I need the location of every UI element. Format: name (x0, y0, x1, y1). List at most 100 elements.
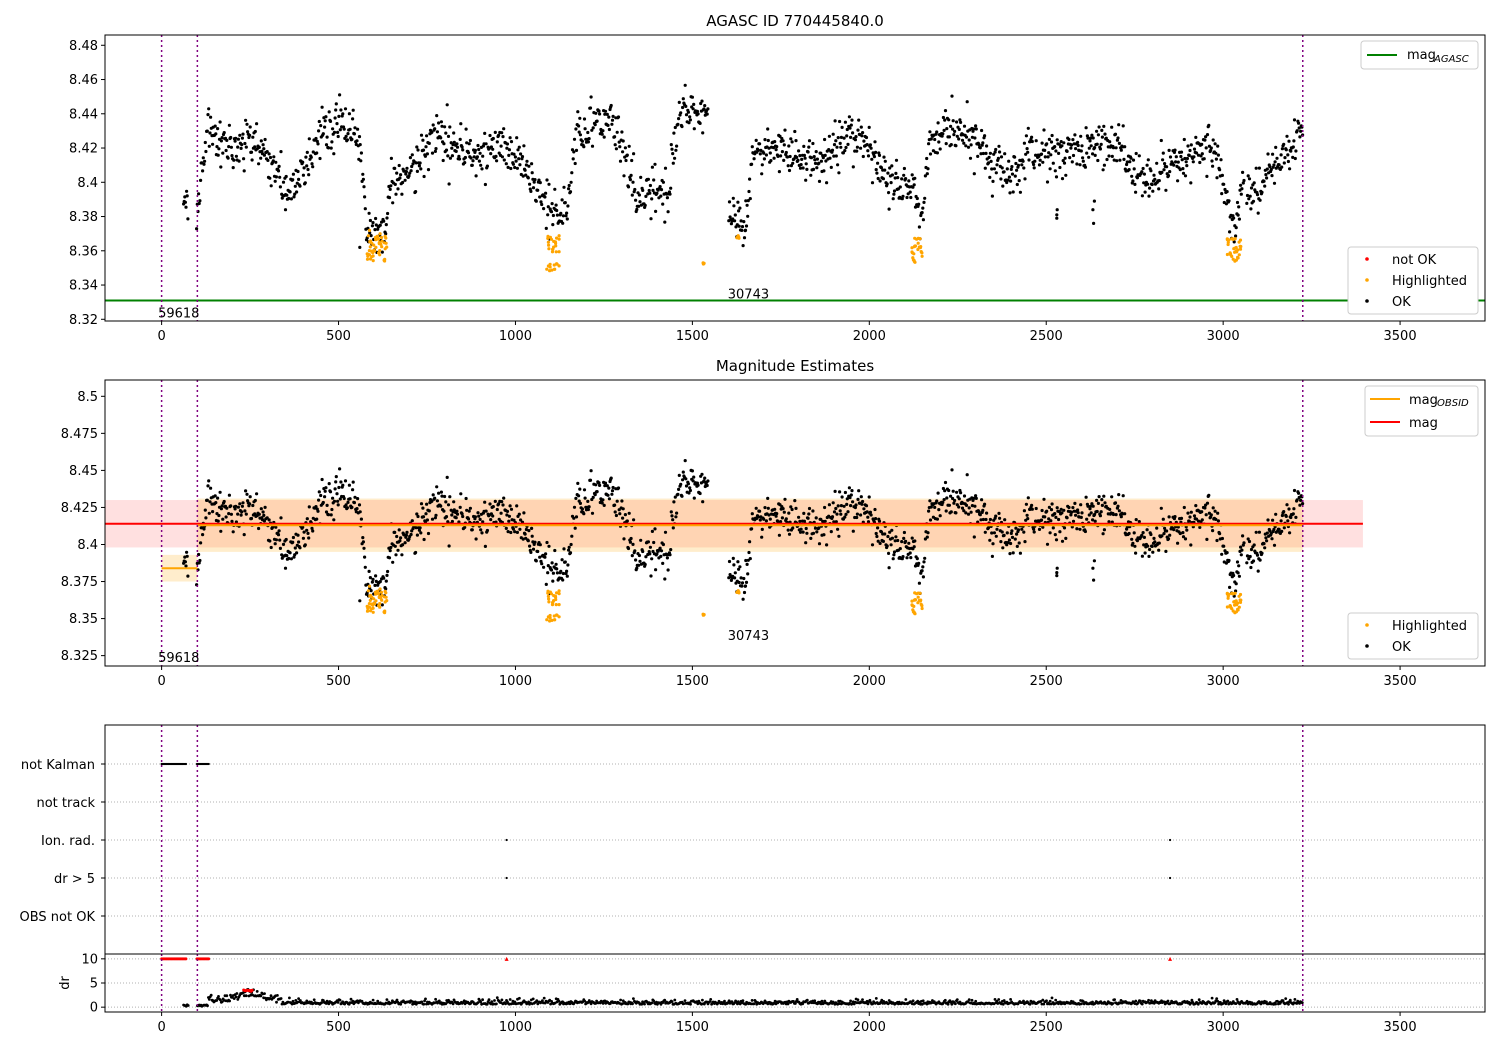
ok-point (345, 138, 349, 142)
ok-point (869, 146, 873, 150)
highlighted-point (557, 615, 561, 619)
dr-point (813, 999, 817, 1003)
legend-marker (1365, 278, 1369, 282)
dr-point (752, 1002, 756, 1006)
ok-point (1102, 494, 1106, 498)
ok-point (741, 244, 745, 248)
ok-point (893, 176, 897, 180)
ok-point (854, 135, 858, 139)
ok-point (539, 200, 543, 204)
ok-point (359, 151, 363, 155)
ok-point (984, 151, 988, 155)
ok-point (1254, 530, 1258, 534)
ok-point (204, 516, 208, 520)
ok-point (546, 213, 550, 217)
ok-point (669, 510, 673, 514)
ok-point (1194, 517, 1199, 521)
dr-point (228, 999, 232, 1003)
ok-point (1246, 537, 1250, 541)
ok-point (1084, 495, 1088, 499)
ok-point (1053, 145, 1057, 149)
ok-point (393, 182, 397, 186)
ok-point (536, 188, 540, 192)
highlighted-point (383, 589, 387, 593)
ok-point (251, 135, 255, 139)
ok-point (444, 500, 448, 504)
dr-point (225, 994, 229, 998)
ok-point (1164, 549, 1168, 554)
ok-point (787, 532, 792, 536)
ok-point (1096, 133, 1100, 137)
ok-point (998, 150, 1002, 154)
ok-point (811, 141, 815, 146)
ok-point (1220, 192, 1224, 196)
ok-point (1009, 531, 1013, 536)
ok-point (332, 130, 337, 134)
ok-point (530, 171, 534, 175)
ok-point (881, 539, 886, 544)
ok-point (867, 495, 871, 499)
ok-point (230, 154, 234, 158)
ok-point (964, 511, 968, 515)
ok-point (403, 541, 407, 545)
ok-point (675, 511, 679, 515)
ok-point (513, 155, 518, 159)
dr|3-xtick-label: 2500 (1030, 1020, 1063, 1035)
ok-point (901, 555, 905, 559)
ok-point (393, 544, 397, 548)
ok-point (849, 123, 853, 127)
agasc-ytick-label: 8.42 (69, 142, 98, 157)
ok-point (798, 530, 803, 534)
ok-point (803, 156, 807, 160)
ok-point (1127, 531, 1131, 536)
highlighted-point (374, 237, 378, 241)
ok-point (876, 526, 880, 530)
ok-point (384, 587, 388, 591)
ok-point (1001, 546, 1005, 550)
ok-point (943, 118, 947, 122)
ok-point (222, 499, 226, 504)
ok-point (732, 563, 736, 567)
ok-point (530, 534, 534, 538)
ok-point (1285, 503, 1289, 507)
ok-point (328, 119, 333, 123)
ok-point (1117, 141, 1121, 145)
ok-point (590, 128, 594, 132)
ok-point (1043, 148, 1047, 152)
agasc-ytick-label: 8.36 (69, 244, 98, 259)
ok-point (601, 129, 605, 133)
ok-point (970, 504, 975, 508)
dr-point (485, 1002, 489, 1006)
ok-point (1047, 137, 1051, 141)
ok-point (1282, 526, 1286, 530)
ok-point (251, 503, 255, 508)
ok-point (1207, 493, 1211, 497)
ok-point (508, 504, 512, 508)
ok-point (605, 484, 609, 488)
ok-point (471, 159, 475, 163)
ok-point (213, 494, 217, 498)
estimates|1-xtick-label: 500 (326, 674, 351, 689)
ok-point (1093, 519, 1097, 523)
ok-point (1279, 519, 1283, 523)
highlighted-point (551, 247, 555, 251)
ok-point (448, 125, 452, 129)
ok-point (271, 159, 275, 163)
ok-point (659, 549, 664, 553)
ok-point (892, 192, 896, 196)
ok-point (214, 132, 218, 136)
ok-point (677, 487, 681, 491)
ok-point (323, 489, 327, 493)
ok-point (326, 146, 331, 150)
ok-point (1122, 157, 1126, 161)
ok-point (499, 144, 503, 148)
ok-point (670, 147, 674, 151)
ok-point (397, 528, 401, 532)
highlighted-point (1239, 598, 1243, 602)
ok-point (1010, 529, 1014, 533)
ok-point (311, 165, 315, 169)
ok-point (962, 494, 967, 498)
dr-point (730, 1000, 734, 1004)
ok-point (448, 156, 452, 160)
ok-point (684, 484, 689, 488)
